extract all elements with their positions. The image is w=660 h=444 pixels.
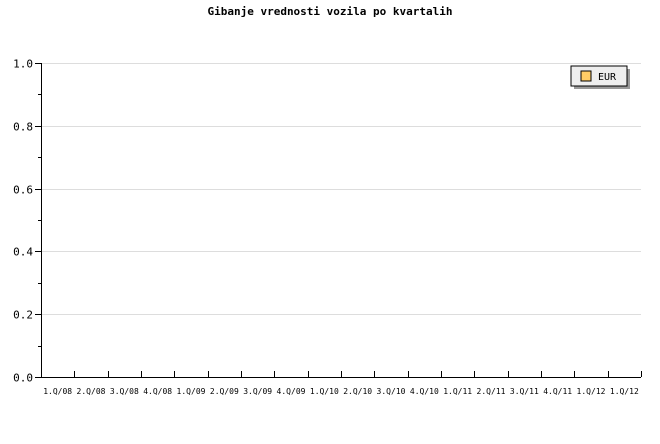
x-axis: 1.Q/08 2.Q/08 3.Q/08 4.Q/08 1.Q/09 2.Q/09 3.Q/…: [41, 371, 642, 396]
y-tick-label: 0.6: [13, 184, 33, 197]
x-tick-label: 2.Q/09: [210, 387, 239, 396]
y-tick-label: 0.4: [13, 246, 33, 259]
x-tick-label: 3.Q/08: [110, 387, 139, 396]
x-tick-label: 1.Q/11: [443, 387, 472, 396]
x-tick-label: 1.Q/12: [610, 387, 639, 396]
x-tick-label: 1.Q/12: [577, 387, 606, 396]
x-tick-label: 4.Q/10: [410, 387, 439, 396]
x-tick-label: 2.Q/08: [77, 387, 106, 396]
x-tick-label: 4.Q/11: [543, 387, 572, 396]
x-tick-label: 3.Q/09: [243, 387, 272, 396]
x-tick-label: 2.Q/10: [343, 387, 372, 396]
x-tick-label: 3.Q/10: [377, 387, 406, 396]
x-tick-label: 3.Q/11: [510, 387, 539, 396]
y-tick-label: 0.2: [13, 309, 33, 322]
y-tick-label: 0.0: [13, 372, 33, 385]
legend-label-eur: EUR: [598, 72, 617, 83]
y-tick-label: 0.8: [13, 121, 33, 134]
y-tick-label: 1.0: [13, 58, 33, 71]
y-axis: 0.0 0.2 0.4 0.6 0.8 1.0: [13, 58, 42, 385]
x-tick-label: 1.Q/10: [310, 387, 339, 396]
grid: [41, 63, 641, 315]
x-tick-label: 4.Q/08: [143, 387, 172, 396]
legend-swatch-eur: [580, 70, 592, 82]
x-tick-label: 4.Q/09: [277, 387, 306, 396]
x-tick-label: 2.Q/11: [477, 387, 506, 396]
chart-title: Gibanje vrednosti vozila po kvartalih: [207, 5, 452, 18]
x-tick-label: 1.Q/08: [43, 387, 72, 396]
legend: EUR: [570, 65, 630, 89]
x-tick-label: 1.Q/09: [177, 387, 206, 396]
